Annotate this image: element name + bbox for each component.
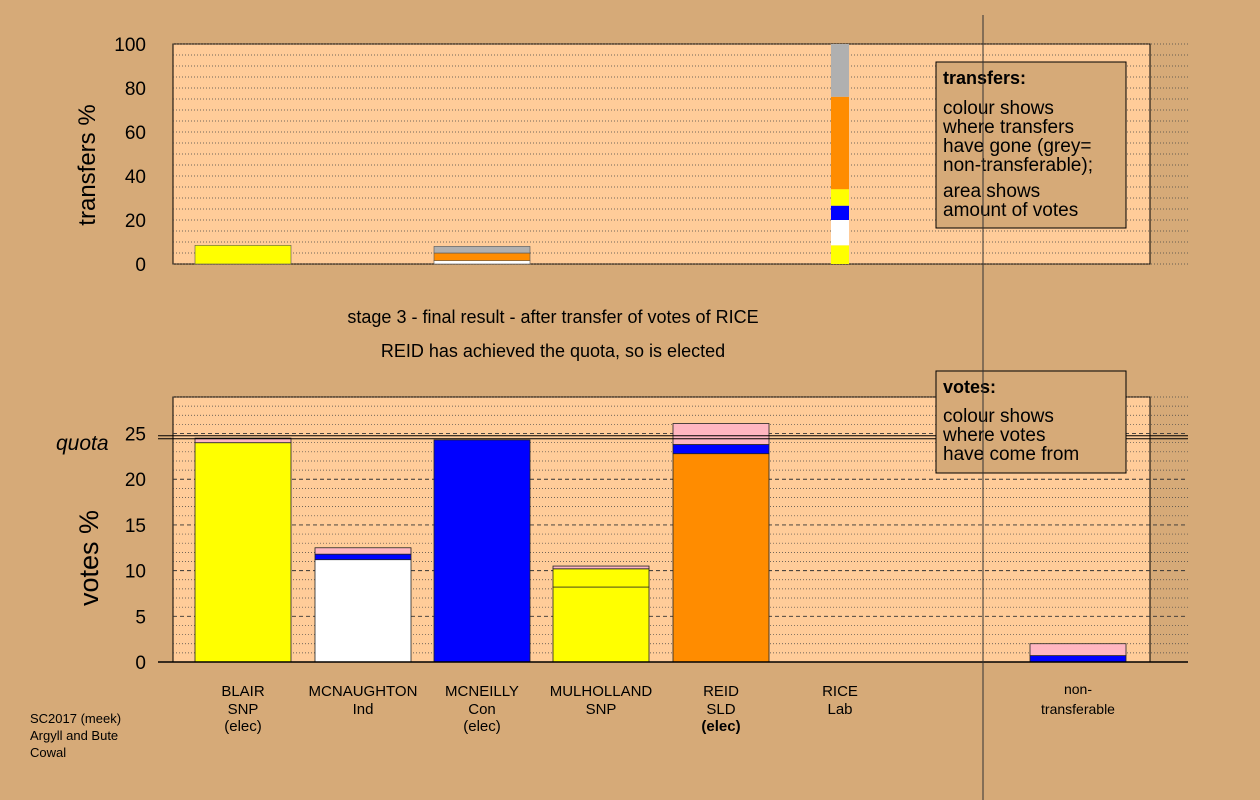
transfers-y-tick: 80 [125,79,146,100]
vote-bar-segment [194,442,292,663]
vote-bar-reid [672,423,770,663]
transfers-y-tick: 20 [125,211,146,232]
transfers-y-tick: 60 [125,123,146,144]
nontransferable-label: transferable [1041,701,1115,717]
transfer-bar-segment-rice [831,189,849,206]
stage-heading: stage 3 - final result - after transfer … [347,307,758,327]
transfer-bar-segment-rice [831,205,849,220]
candidate-party: Ind [353,701,374,718]
candidate-name: MCNEILLY [445,683,519,700]
votes-y-axis-label: votes % [74,510,104,606]
transfer-bar-segment-rice [831,245,849,264]
transfers-legend-text: have gone (grey= [943,136,1091,157]
votes-legend-title: votes: [943,377,996,397]
transfer-bar-segment-mcneilly [433,260,531,265]
vote-bar-segment [433,439,531,663]
vote-bar-segment [672,453,770,663]
candidate-party: SNP [228,701,259,718]
votes-legend-box [935,370,1127,474]
vote-bar-segment [552,565,650,570]
transfers-legend-text: colour shows [943,98,1054,119]
candidate-name: RICE [822,683,858,700]
candidate-party: SLD [706,701,735,718]
votes-y-tick: 0 [135,653,146,674]
transfer-bar-segment-mcneilly [433,246,531,254]
votes-y-tick: 15 [125,516,146,537]
candidate-party: Con [468,701,496,718]
candidate-status: (elec) [701,718,740,735]
transfers-legend-text: area shows [943,181,1040,202]
votes-y-tick: 10 [125,562,146,583]
votes-y-tick: 25 [125,425,146,446]
candidate-party: Lab [827,701,852,718]
vote-bar-segment [552,586,650,663]
transfers-y-axis-label: transfers % [74,104,101,225]
vote-bar-blair [194,437,292,663]
quota-label: quota [56,432,109,455]
votes-legend-text: have come from [943,444,1079,465]
transfer-bar-segment-mcneilly [433,252,531,261]
vote-bar-segment [314,553,412,561]
footer-text: SC2017 (meek) [30,711,121,726]
candidate-status: (elec) [463,718,501,735]
transfer-bar-segment-rice [831,44,849,97]
transfer-bar-segment-rice [831,96,849,190]
candidate-name: BLAIR [221,683,265,700]
transfers-legend-text: where transfers [942,117,1074,138]
footer-text: Argyll and Bute [30,728,118,743]
transfers-legend-text: non-transferable); [943,155,1093,176]
vote-bar-segment [672,423,770,445]
transfers-y-tick: 0 [135,255,146,276]
transfers-legend-text: amount of votes [943,200,1078,221]
votes-legend-text: where votes [942,425,1045,446]
candidate-name: MCNAUGHTON [309,683,418,700]
footer-text: Cowal [30,745,66,760]
nontransferable-label: non- [1064,681,1092,697]
votes-legend-text: colour shows [943,406,1054,427]
vote-bar-mcneilly [433,439,531,663]
vote-bar-segment [314,559,412,663]
candidate-status: (elec) [224,718,262,735]
vote-bar-segment [1029,643,1127,657]
vote-bar-segment [194,437,292,444]
transfers-legend-box [935,61,1127,229]
candidate-name: MULHOLLAND [550,683,653,700]
vote-bar-mcnaughton [314,547,412,663]
transfer-bar-segment-blair [194,245,292,265]
transfers-y-tick: 40 [125,167,146,188]
vote-bar-segment [672,444,770,455]
vote-bar-segment [314,547,412,555]
candidate-name: REID [703,683,739,700]
vote-bar-mulholland [552,565,650,663]
stage-subheading: REID has achieved the quota, so is elect… [381,341,725,361]
transfers-y-tick: 100 [114,35,146,56]
vote-bar-segment [1029,655,1127,663]
vote-bar-segment [552,568,650,588]
vote-bar-non-transferable [1029,643,1127,663]
transfers-legend-title: transfers: [943,68,1026,88]
candidate-party: SNP [586,701,617,718]
votes-y-tick: 5 [135,607,146,628]
votes-y-tick: 20 [125,470,146,491]
transfer-bar-segment-rice [831,220,849,246]
